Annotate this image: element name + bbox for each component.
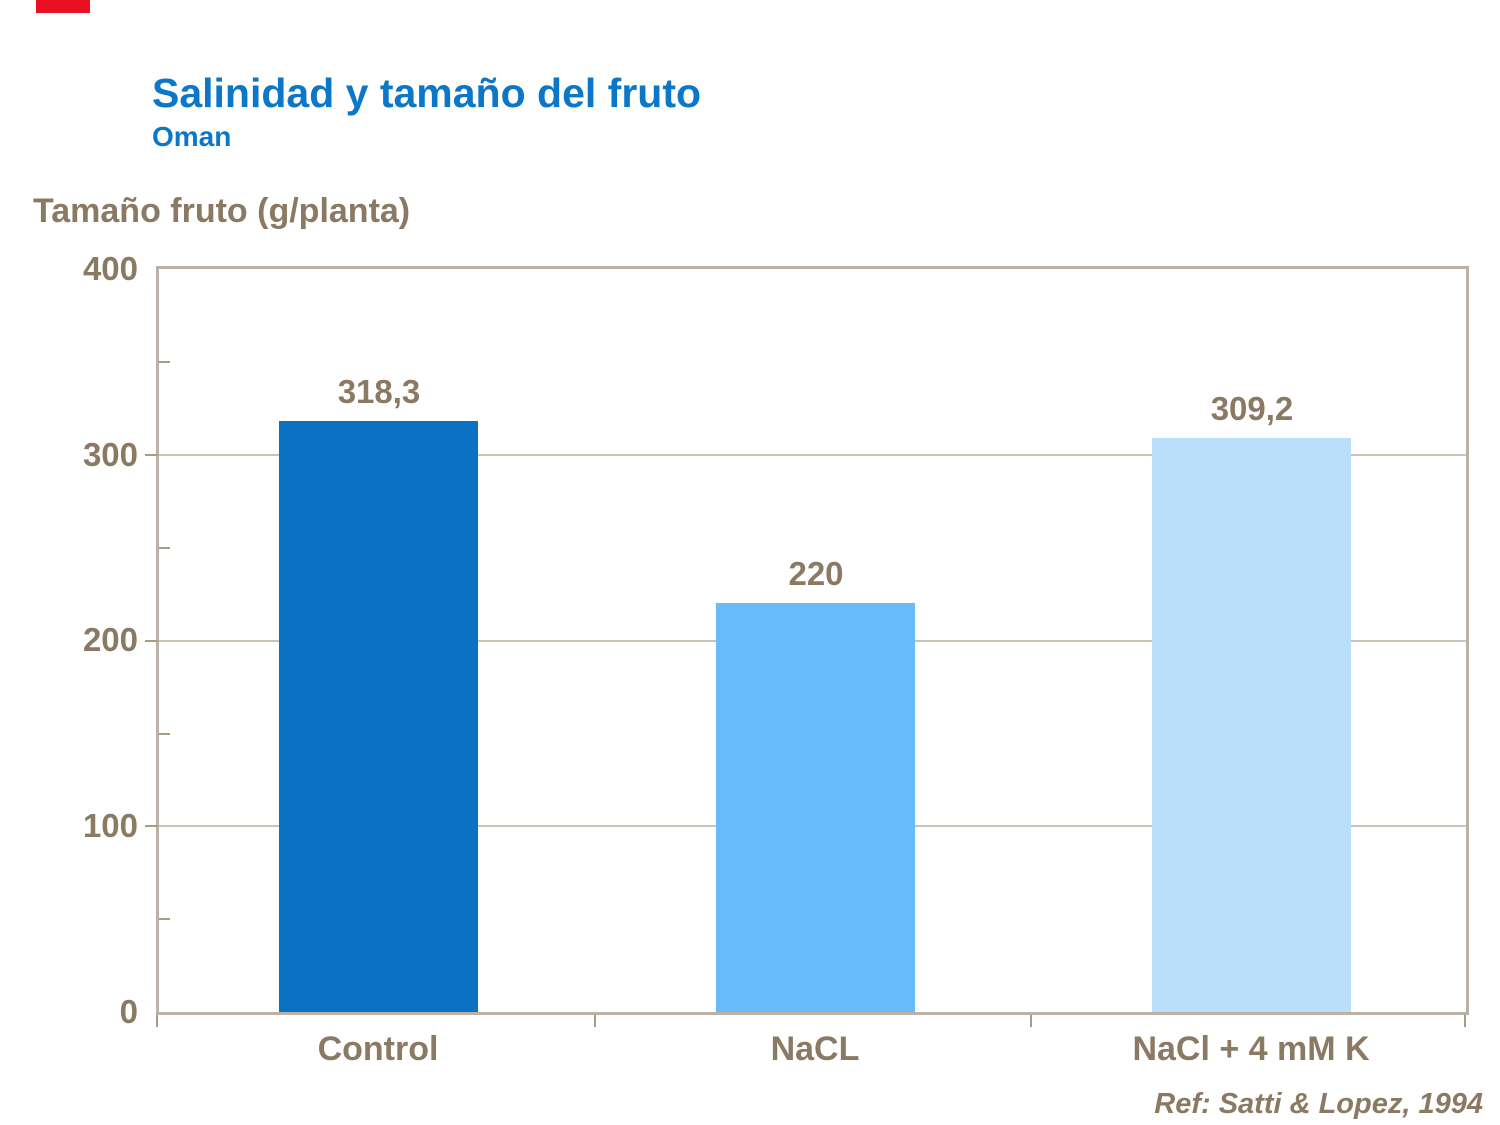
bar-column-nacl: 220 bbox=[716, 269, 915, 1012]
x-tick-boundary-1 bbox=[594, 1015, 596, 1027]
red-accent-bar bbox=[36, 0, 90, 13]
x-category-label-nacl-k: NaCl + 4 mM K bbox=[1132, 1030, 1370, 1068]
y-major-tick-200 bbox=[145, 640, 158, 642]
y-minor-tick-350 bbox=[159, 361, 170, 363]
chart-subtitle: Oman bbox=[152, 121, 232, 152]
bar-nacl bbox=[716, 603, 915, 1012]
y-axis-title: Tamaño fruto (g/planta) bbox=[33, 192, 411, 230]
bar-column-nacl-k: 309,2 bbox=[1152, 269, 1351, 1012]
y-tick-label-300: 300 bbox=[82, 436, 138, 473]
x-tick-boundary-2 bbox=[1030, 1015, 1032, 1027]
plot-area: 318,3 220 309,2 bbox=[145, 266, 1469, 1027]
y-tick-label-100: 100 bbox=[82, 807, 138, 844]
bar-value-label: 309,2 bbox=[1210, 389, 1294, 427]
bar-nacl-k bbox=[1152, 437, 1351, 1012]
x-category-label-nacl: NaCL bbox=[770, 1030, 860, 1068]
bar-value-label: 318,3 bbox=[337, 372, 421, 410]
y-minor-tick-150 bbox=[159, 733, 170, 735]
reference-citation: Ref: Satti & Lopez, 1994 bbox=[1154, 1088, 1483, 1120]
y-tick-label-400: 400 bbox=[82, 250, 138, 287]
bar-control bbox=[279, 420, 478, 1012]
x-tick-origin bbox=[156, 1015, 158, 1027]
x-tick-boundary-3 bbox=[1464, 1015, 1466, 1027]
y-minor-tick-50 bbox=[159, 918, 170, 920]
y-major-tick-300 bbox=[145, 454, 158, 456]
bar-column-control: 318,3 bbox=[279, 269, 478, 1012]
gridline-300 bbox=[159, 454, 1466, 456]
x-category-label-control: Control bbox=[317, 1030, 439, 1068]
bar-value-label: 220 bbox=[788, 555, 844, 593]
y-minor-tick-250 bbox=[159, 547, 170, 549]
chart-title: Salinidad y tamaño del fruto bbox=[152, 70, 702, 116]
y-major-tick-100 bbox=[145, 825, 158, 827]
y-tick-label-200: 200 bbox=[82, 621, 138, 658]
y-tick-label-0: 0 bbox=[119, 993, 138, 1030]
